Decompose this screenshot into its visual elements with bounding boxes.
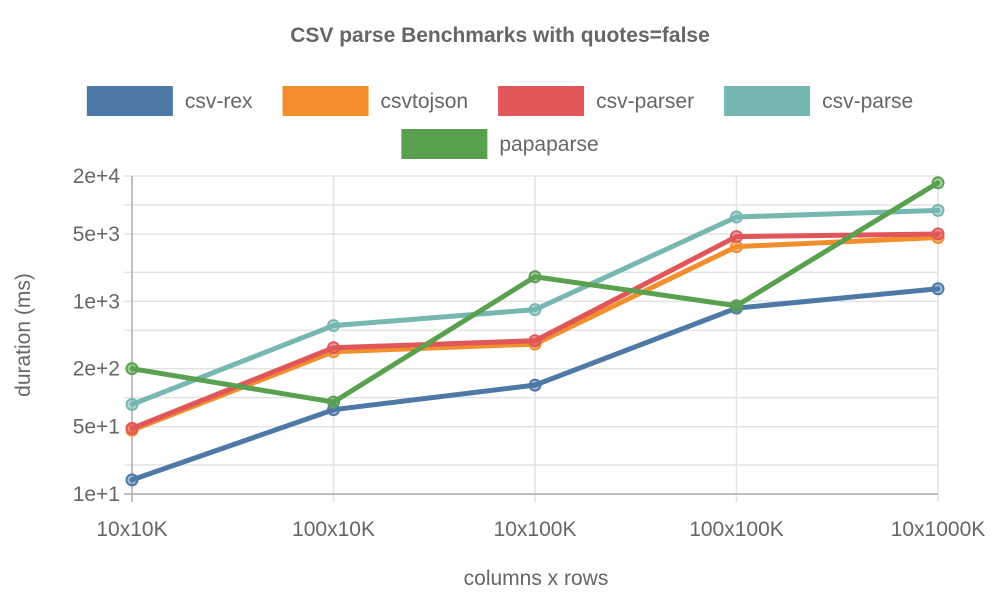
data-point[interactable] (730, 299, 743, 313)
series-papaparse (125, 176, 945, 409)
data-point[interactable] (327, 319, 340, 333)
data-point[interactable] (931, 282, 945, 296)
x-tick-label: 100x10K (292, 518, 375, 541)
data-point[interactable] (931, 176, 945, 190)
legend-item-csv-rex[interactable]: csv-rex (86, 86, 253, 116)
data-point[interactable] (730, 230, 743, 244)
legend-item-csv-parse[interactable]: csv-parse (724, 86, 913, 116)
chart-title: CSV parse Benchmarks with quotes=false (290, 24, 710, 47)
data-point[interactable] (528, 270, 542, 284)
y-axis-title: duration (ms) (12, 273, 35, 397)
legend-swatch (282, 86, 369, 116)
y-tick-label: 2e+4 (73, 165, 121, 188)
series-csv-parser (125, 227, 945, 435)
legend-swatch (86, 86, 173, 116)
y-tick-label: 5e+1 (73, 416, 120, 439)
legend-item-csvtojson[interactable]: csvtojson (282, 86, 469, 116)
x-axis-title: columns x rows (464, 567, 609, 590)
legend: csv-rex csvtojson csv-parser csv-parse papap… (86, 86, 913, 159)
y-tick-label: 1e+1 (73, 483, 120, 506)
data-point[interactable] (528, 334, 542, 348)
x-tick-label: 10x10K (96, 518, 167, 541)
axes: 1e+1 5e+1 2e+2 1e+3 5e+3 2e+4 10x10K 100x10K 10x… (73, 165, 986, 541)
legend-label: papaparse (499, 133, 598, 156)
series-csv-parse (125, 203, 945, 411)
data-point[interactable] (125, 362, 139, 376)
data-point[interactable] (931, 227, 945, 241)
data-point[interactable] (327, 395, 340, 409)
data-point[interactable] (327, 341, 340, 355)
y-tick-label: 5e+3 (73, 223, 120, 246)
legend-label: csv-parser (596, 90, 694, 113)
x-tick-label: 10x1000K (891, 518, 986, 541)
data-point[interactable] (125, 397, 139, 411)
legend-swatch (498, 86, 585, 116)
data-point[interactable] (730, 210, 743, 224)
series-layer (125, 176, 945, 487)
data-point[interactable] (528, 303, 542, 317)
legend-label: csv-parse (822, 90, 913, 113)
x-tick-label: 10x100K (494, 518, 577, 541)
data-point[interactable] (528, 378, 542, 392)
legend-label: csvtojson (381, 90, 469, 113)
y-tick-label: 2e+2 (73, 358, 120, 381)
legend-item-csv-parser[interactable]: csv-parser (498, 86, 694, 116)
legend-swatch (401, 129, 488, 159)
data-point[interactable] (931, 203, 945, 217)
data-point[interactable] (125, 473, 139, 487)
legend-item-papaparse[interactable]: papaparse (401, 129, 599, 159)
y-tick-label: 1e+3 (73, 290, 120, 313)
legend-label: csv-rex (185, 90, 253, 113)
x-tick-label: 100x100K (689, 518, 784, 541)
data-point[interactable] (125, 421, 139, 435)
legend-swatch (724, 86, 811, 116)
